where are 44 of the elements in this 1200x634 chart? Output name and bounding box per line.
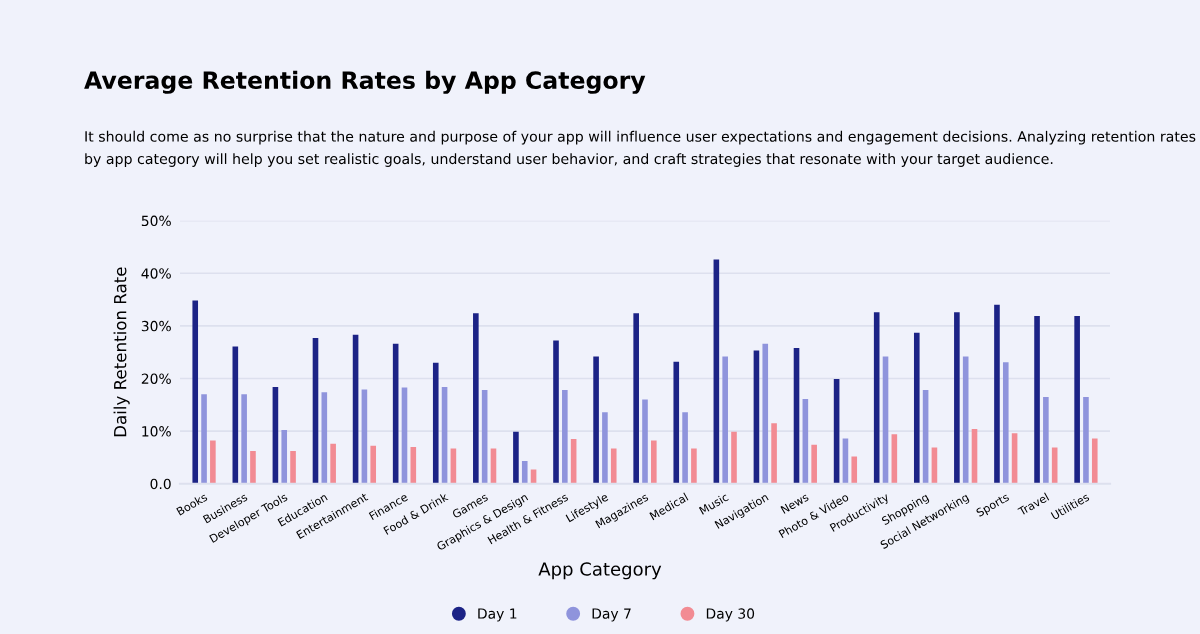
bar: [994, 304, 1000, 484]
y-axis-title: Daily Retention Rate: [113, 267, 130, 437]
bar: [762, 343, 769, 484]
bar: [731, 431, 737, 484]
bar: [811, 444, 817, 484]
bar: [290, 451, 296, 484]
bar: [562, 390, 568, 484]
bar: [682, 412, 688, 484]
x-axis-title: App Category: [538, 562, 662, 580]
bar: [521, 461, 528, 484]
bar: [602, 412, 608, 484]
bar: [593, 356, 599, 484]
bar: [1083, 396, 1089, 484]
bar: [370, 445, 377, 484]
bar: [513, 431, 519, 484]
bar: [873, 312, 880, 484]
bar: [610, 448, 617, 484]
bar: [241, 394, 247, 484]
bar: [1091, 438, 1098, 484]
bar: [771, 423, 777, 484]
chart-title: Average Retention Rates by App Category: [84, 70, 646, 94]
bar: [1034, 315, 1040, 484]
bar: [1043, 396, 1049, 484]
bar: [691, 448, 697, 484]
bar: [250, 451, 256, 484]
bar: [410, 446, 417, 484]
bar: [192, 300, 199, 484]
bar: [851, 456, 858, 484]
bar: [633, 313, 639, 484]
bar: [913, 332, 920, 484]
bar: [330, 443, 336, 484]
bar: [1074, 315, 1080, 484]
bar: [473, 313, 479, 484]
bar: [651, 440, 657, 484]
bar: [1002, 362, 1009, 484]
bar: [210, 440, 216, 484]
bar: [954, 312, 960, 484]
bar: [642, 399, 648, 484]
bar: [281, 430, 288, 484]
bar: [673, 361, 680, 484]
bar: [201, 394, 207, 484]
bar: [722, 356, 728, 484]
bar: [553, 340, 559, 484]
bar: [432, 362, 439, 484]
